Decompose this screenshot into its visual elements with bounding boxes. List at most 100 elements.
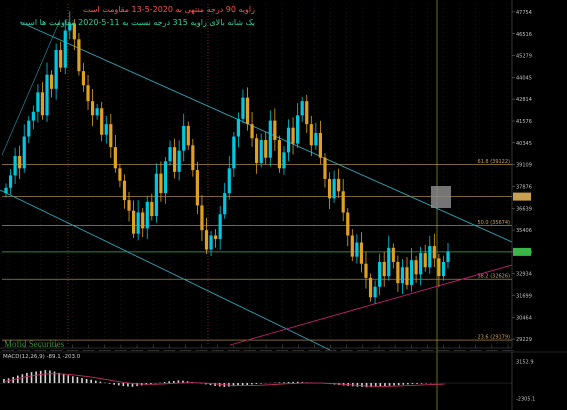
candle-body (209, 235, 213, 250)
y-tick-label: 47754 (516, 10, 532, 16)
candle-body (273, 120, 277, 141)
x-tick-label: ——— (389, 348, 401, 353)
trend-lines-layer: 61.8 (39122) 50.0 (35674) 38.2 (32626) 23.6… (0, 0, 513, 410)
candle-body (446, 251, 450, 262)
candle-body (49, 74, 54, 89)
candle-body (77, 39, 81, 72)
x-tick-label: ——— (228, 348, 240, 353)
candle-body (327, 178, 332, 199)
candle-body (200, 205, 204, 231)
y-tick-label: 29229 (516, 337, 532, 343)
candle-body (172, 147, 177, 172)
x-tick-label: ——— (470, 348, 482, 353)
fib-level-label: 23.6 (29179) (477, 335, 510, 341)
candle-body (159, 173, 163, 194)
x-tick-label: ——— (502, 348, 514, 353)
candle-body (223, 193, 227, 215)
candle-body (109, 124, 113, 148)
candle-body (355, 242, 359, 257)
x-tick-label: ——— (421, 348, 433, 353)
candle-body (419, 253, 423, 275)
candle-body (264, 140, 268, 158)
candle-body (163, 161, 168, 194)
y-tick-label: 42814 (516, 97, 532, 103)
annotation-line-1: زاویه 90 درجه منتهی به 2020-5-13 مقاومت … (83, 5, 255, 14)
candle-body (387, 247, 391, 277)
candle-body (186, 125, 190, 146)
x-tick-label: ——— (276, 348, 288, 353)
x-tick-label: ——— (212, 348, 224, 353)
candle-body (36, 92, 40, 112)
fib-level-label: 50.0 (35674) (477, 220, 510, 226)
candle-body (31, 111, 35, 121)
macd-tick-label: -2305.1 (516, 397, 535, 403)
x-tick-label: ——— (437, 348, 449, 353)
x-tick-label: ——— (99, 348, 111, 353)
y-tick-label: 46516 (516, 32, 532, 38)
candle-body (136, 212, 140, 234)
macd-panel: 3152.9 -2305.1 (0, 351, 567, 410)
y-tick-label: 36639 (516, 206, 532, 212)
y-tick-label: 45279 (516, 54, 532, 60)
candle-body (104, 124, 108, 135)
channel-lower-line (0, 189, 331, 351)
candle-body (59, 49, 63, 68)
candle-body (437, 258, 441, 277)
candle-body (346, 212, 350, 236)
candle-body (296, 115, 300, 144)
candle-body (68, 23, 72, 31)
candle-body (122, 180, 127, 201)
y-tick-label: 40345 (516, 141, 532, 147)
x-tick-label: ——— (163, 348, 175, 353)
candle-body (182, 125, 186, 151)
candles-layer (4, 11, 450, 304)
candle-body (350, 235, 354, 257)
candle-body (423, 253, 427, 268)
candle-body (118, 168, 122, 181)
x-tick-label: ——— (373, 348, 385, 353)
x-tick-label: ——— (50, 348, 62, 353)
candle-body (177, 150, 181, 172)
rising-support-line (229, 264, 513, 346)
candle-body (409, 260, 414, 285)
candle-body (27, 120, 31, 137)
x-tick-label: ——— (179, 348, 191, 353)
x-tick-label: ——— (308, 348, 320, 353)
candle-body (45, 74, 49, 116)
candle-body (378, 261, 382, 287)
x-tick-label: ——— (260, 348, 272, 353)
candle-body (300, 101, 304, 116)
candle-body (441, 261, 446, 277)
candle-body (255, 138, 259, 164)
macd-label: MACD(12,26,9) -89.1 -203.0 (3, 354, 81, 360)
candle-body (204, 230, 209, 250)
candle-body (232, 136, 236, 169)
y-tick-label: 31699 (516, 294, 532, 300)
candle-body (95, 108, 99, 116)
annotation-line-2: یک شانه بالای زاویه 315 درجه نسبت به 11-… (20, 18, 255, 27)
candle-body (282, 152, 286, 169)
x-tick-label: ——— (325, 348, 337, 353)
x-tick-label: ——— (67, 348, 79, 353)
candle-body (428, 246, 432, 268)
candle-body (4, 187, 8, 194)
candle-body (382, 261, 386, 277)
watermark-text: Mofid Securities (4, 339, 65, 349)
candle-body (396, 261, 400, 284)
candle-body (241, 97, 245, 119)
fib-level-label: 38.2 (32626) (477, 274, 510, 280)
x-tick-label: ——— (115, 348, 127, 353)
candle-body (127, 200, 131, 211)
candle-body (145, 201, 149, 229)
candle-body (391, 247, 395, 262)
candle-body (373, 286, 377, 298)
candle-body (268, 120, 272, 158)
macd-signal-line (3, 373, 445, 387)
y-tick-label: 37876 (516, 184, 532, 190)
candle-body (341, 191, 345, 213)
x-tick-label: ——— (341, 348, 353, 353)
candle-body (63, 30, 67, 68)
candle-body (368, 277, 373, 298)
candle-body (277, 140, 282, 169)
